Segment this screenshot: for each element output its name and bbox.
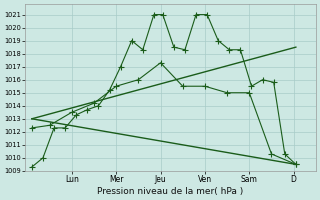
X-axis label: Pression niveau de la mer( hPa ): Pression niveau de la mer( hPa ) [97,187,244,196]
